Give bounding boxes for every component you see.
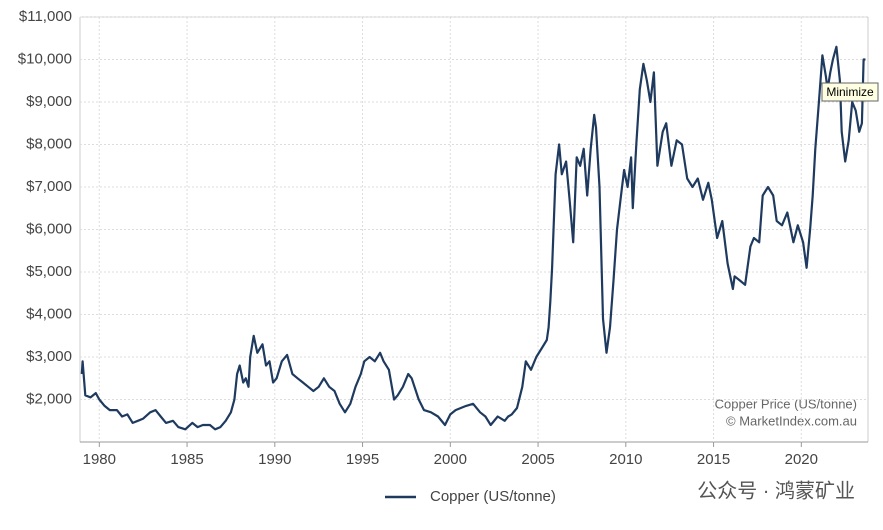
x-tick-label: 1980 — [83, 451, 116, 468]
line-series — [80, 45, 866, 431]
annotation: Copper Price (US/tonne) — [715, 396, 857, 411]
x-tick-label: 1995 — [346, 451, 379, 468]
legend-label: Copper (US/tonne) — [430, 488, 556, 505]
x-tick-label: 1985 — [170, 451, 203, 468]
y-tick-label: $11,000 — [19, 8, 72, 25]
y-tick-label: $9,000 — [26, 93, 72, 110]
x-tick-label: 2020 — [785, 451, 818, 468]
x-tick-label: 2000 — [434, 451, 467, 468]
y-tick-label: $2,000 — [26, 390, 72, 407]
x-tick-label: 2005 — [521, 451, 554, 468]
y-tick-label: $10,000 — [18, 50, 72, 67]
tooltip-box — [821, 82, 879, 102]
y-tick-label: $6,000 — [26, 220, 72, 237]
tooltip: Minimize — [826, 85, 874, 99]
y-tick-label: $5,000 — [26, 263, 72, 280]
watermark: 公众号 · 鸿蒙矿业 — [697, 479, 855, 502]
y-tick-label: $8,000 — [26, 135, 72, 152]
y-tick-label: $3,000 — [26, 348, 72, 365]
y-tick-label: $7,000 — [26, 178, 72, 195]
y-tick-label: $4,000 — [26, 305, 72, 322]
annotation: © MarketIndex.com.au — [726, 413, 857, 428]
x-tick-label: 2010 — [609, 451, 642, 468]
x-tick-label: 1990 — [258, 451, 291, 468]
x-tick-label: 2015 — [697, 451, 730, 468]
